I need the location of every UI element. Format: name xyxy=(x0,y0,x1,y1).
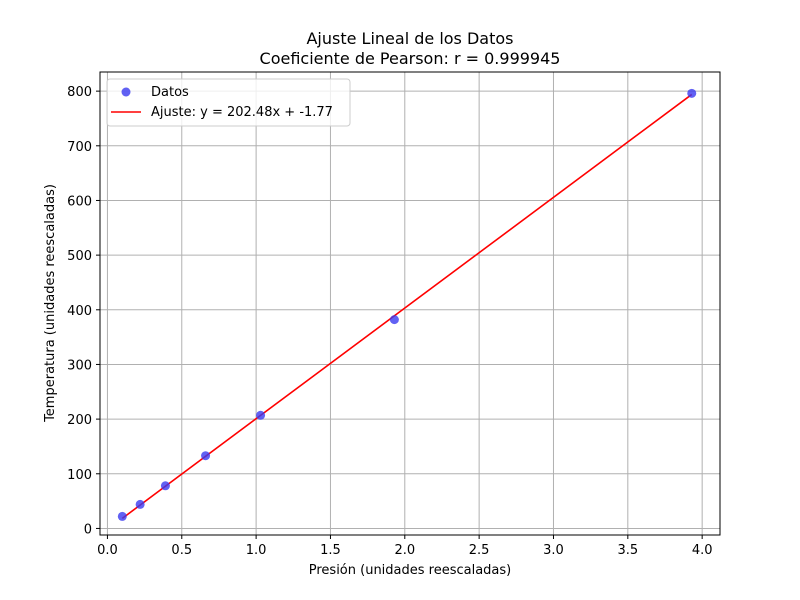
y-tick-label: 800 xyxy=(67,85,92,100)
x-tick-label: 1.5 xyxy=(320,543,341,558)
y-tick-label: 500 xyxy=(67,249,92,264)
grid xyxy=(100,72,720,535)
chart-subtitle: Coeficiente de Pearson: r = 0.999945 xyxy=(260,49,561,68)
x-tick-label: 4.0 xyxy=(692,543,713,558)
x-tick-label: 2.0 xyxy=(394,543,415,558)
y-tick-label: 600 xyxy=(67,194,92,209)
x-tick-label: 3.0 xyxy=(543,543,564,558)
legend-box xyxy=(106,78,351,127)
fit-line-layer xyxy=(121,93,693,519)
y-tick-label: 200 xyxy=(67,413,92,428)
data-points xyxy=(117,88,697,521)
fit-line xyxy=(121,93,693,519)
legend-label-ajuste: Ajuste: y = 202.48x + -1.77 xyxy=(151,105,333,120)
x-tick-label: 1.0 xyxy=(246,543,267,558)
x-tick-label: 0.5 xyxy=(171,543,192,558)
data-point xyxy=(201,451,211,461)
y-tick-label: 0 xyxy=(84,522,92,537)
legend-marker-datos xyxy=(121,87,131,97)
x-tick-label: 0.0 xyxy=(97,543,118,558)
data-point xyxy=(389,315,399,325)
chart-title: Ajuste Lineal de los Datos xyxy=(306,29,513,48)
x-tick-label: 2.5 xyxy=(469,543,490,558)
plot-frame xyxy=(99,71,721,536)
data-point xyxy=(687,88,697,98)
y-tick-label: 100 xyxy=(67,468,92,483)
y-axis-label: Temperatura (unidades reescaladas) xyxy=(43,184,58,423)
legend: Datos Ajuste: y = 202.48x + -1.77 xyxy=(106,78,351,127)
x-axis-ticks: 0.0 0.5 1.0 1.5 2.0 2.5 3.0 3.5 4.0 xyxy=(97,535,713,558)
data-point xyxy=(160,481,170,491)
data-point xyxy=(256,410,266,420)
y-tick-label: 400 xyxy=(67,304,92,319)
y-tick-label: 300 xyxy=(67,358,92,373)
legend-label-datos: Datos xyxy=(151,85,189,100)
y-tick-label: 700 xyxy=(67,140,92,155)
y-axis-ticks: 0 100 200 300 400 500 600 700 800 xyxy=(67,85,100,537)
data-point xyxy=(117,511,127,521)
data-point xyxy=(135,499,145,509)
x-tick-label: 3.5 xyxy=(617,543,638,558)
x-axis-label: Presión (unidades reescaladas) xyxy=(309,563,512,578)
